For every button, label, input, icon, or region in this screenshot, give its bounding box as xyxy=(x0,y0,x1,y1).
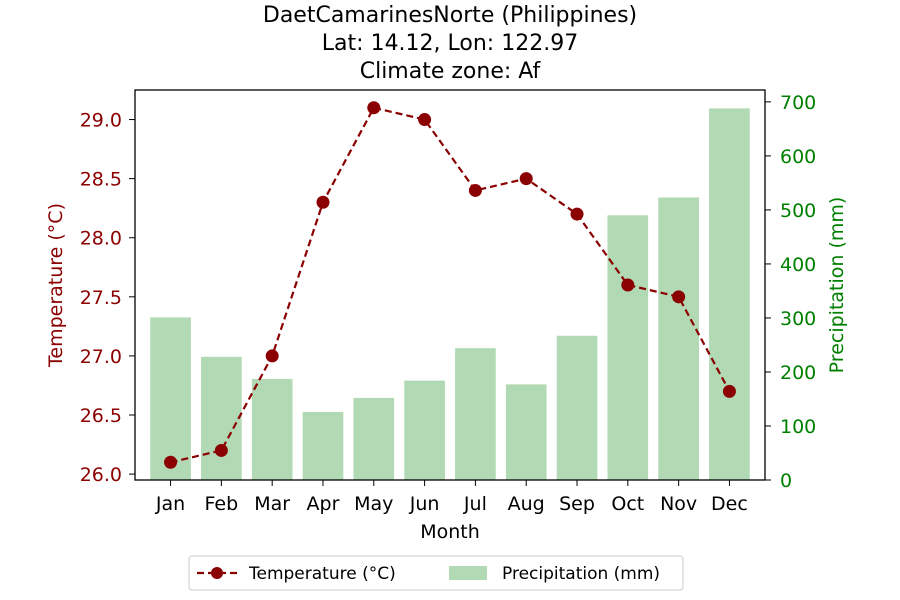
precip-tick-label: 0 xyxy=(780,470,792,492)
temp-tick-label: 28.5 xyxy=(80,169,122,191)
temp-tick-label: 26.5 xyxy=(80,405,122,427)
legend-temperature-marker xyxy=(211,567,223,579)
x-tick-label-aug: Aug xyxy=(508,493,545,515)
legend-temperature-label: Temperature (°C) xyxy=(248,564,396,584)
x-tick-label-apr: Apr xyxy=(307,493,340,515)
temperature-axis: 26.0 26.5 27.0 27.5 28.0 28.5 29.0 xyxy=(80,110,135,486)
precip-tick-label: 600 xyxy=(780,146,816,168)
x-tick-label-jan: Jan xyxy=(155,493,185,515)
x-tick-label-jun: Jun xyxy=(409,493,440,515)
precip-bar-may xyxy=(353,397,395,480)
x-tick-label-oct: Oct xyxy=(611,493,644,515)
precip-bar-oct xyxy=(607,215,649,481)
chart-title-line-2: Lat: 14.12, Lon: 122.97 xyxy=(322,31,578,56)
temp-tick-label: 26.0 xyxy=(80,464,122,486)
precip-bar-feb xyxy=(201,356,242,480)
legend-precipitation-swatch xyxy=(449,566,487,580)
legend-precipitation-label: Precipitation (mm) xyxy=(502,564,660,584)
x-tick-label-feb: Feb xyxy=(205,493,239,515)
precip-bar-jan xyxy=(150,317,191,480)
temp-point-may xyxy=(367,101,381,115)
temp-point-dec xyxy=(722,384,736,398)
x-tick-label-jul: Jul xyxy=(463,493,487,515)
temperature-axis-label: Temperature (°C) xyxy=(45,203,67,368)
x-tick-label-mar: Mar xyxy=(254,493,290,515)
plot-frame xyxy=(134,89,766,481)
precip-bar-mar xyxy=(251,378,293,480)
temp-point-nov xyxy=(672,290,686,304)
x-tick-label-sep: Sep xyxy=(559,493,595,515)
precipitation-axis-label: Precipitation (mm) xyxy=(826,197,848,374)
temp-tick-label: 27.0 xyxy=(80,346,122,368)
precip-tick-label: 700 xyxy=(780,92,816,114)
chart-title-line-1: DaetCamarinesNorte (Philippines) xyxy=(263,3,637,28)
precip-tick-label: 500 xyxy=(780,200,816,222)
precip-bar-jun xyxy=(404,380,445,480)
temp-point-feb xyxy=(214,443,228,457)
x-axis: Jan Feb Mar Apr May Jun Jul Aug Sep Oct Nov Dec xyxy=(155,480,748,515)
temp-tick-label: 29.0 xyxy=(80,110,122,132)
temp-point-sep xyxy=(570,207,584,221)
temp-point-apr xyxy=(316,195,330,209)
precipitation-axis: 0 100 200 300 400 500 600 700 xyxy=(765,92,816,492)
precip-tick-label: 300 xyxy=(780,308,816,330)
temp-point-jun xyxy=(418,113,432,127)
temp-point-aug xyxy=(519,172,533,186)
chart-title-line-3: Climate zone: Af xyxy=(360,59,542,84)
temperature-line xyxy=(164,101,736,469)
precip-tick-label: 200 xyxy=(780,362,816,384)
precip-bar-nov xyxy=(658,197,699,480)
precip-tick-label: 400 xyxy=(780,254,816,276)
precip-bar-apr xyxy=(302,411,344,480)
temp-tick-label: 28.0 xyxy=(80,228,122,250)
temp-tick-label: 27.5 xyxy=(80,287,122,309)
temp-point-oct xyxy=(621,278,635,292)
precipitation-bars xyxy=(150,108,750,481)
x-axis-label: Month xyxy=(420,521,480,543)
x-tick-label-nov: Nov xyxy=(660,493,697,515)
precip-bar-sep xyxy=(556,335,598,480)
precip-bar-dec xyxy=(709,108,750,480)
legend: Temperature (°C) Precipitation (mm) xyxy=(188,555,684,591)
temp-point-jan xyxy=(164,455,178,469)
temp-point-mar xyxy=(265,349,279,363)
precip-tick-label: 100 xyxy=(780,416,816,438)
x-tick-label-may: May xyxy=(354,493,393,515)
x-tick-label-dec: Dec xyxy=(711,493,748,515)
temp-point-jul xyxy=(468,183,482,197)
precip-bar-jul xyxy=(455,348,496,480)
legend-box xyxy=(188,555,684,591)
precip-bar-aug xyxy=(505,384,547,480)
